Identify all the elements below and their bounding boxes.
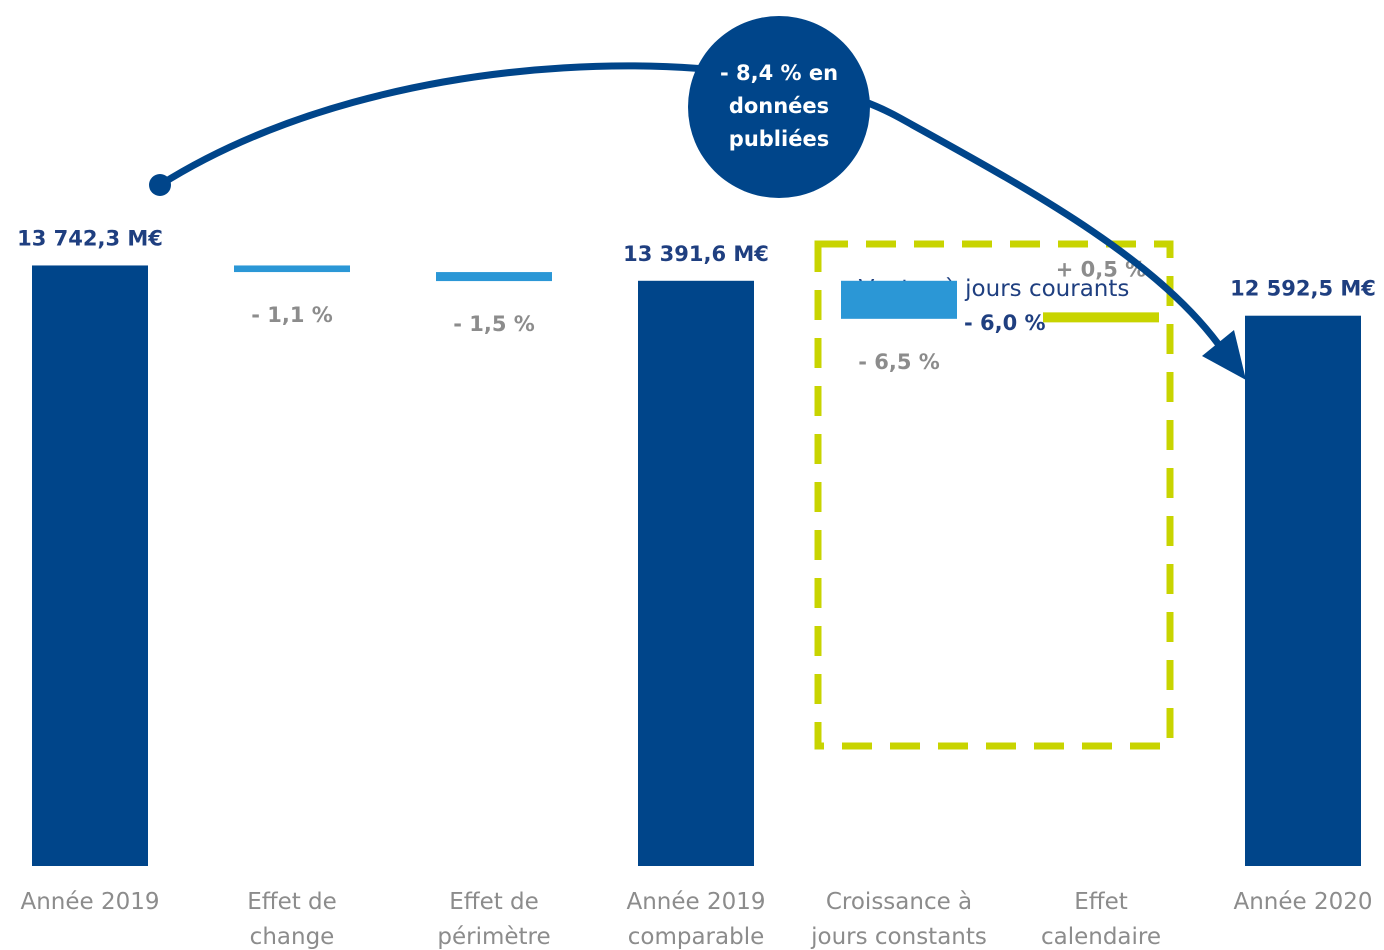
category-label-5-1: calendaire (1041, 924, 1161, 950)
arrowhead-icon (1202, 330, 1246, 380)
category-label-1-1: change (250, 924, 335, 950)
callout-line-3: publiées (729, 127, 829, 151)
category-label-2-1: périmètre (437, 924, 550, 950)
value-labels: 13 742,3 M€ - 1,1 % - 1,5 % 13 391,6 M€ - 6,… (17, 226, 1376, 373)
category-label-2-0: Effet de (449, 889, 539, 915)
callout-line-1: - 8,4 % en (720, 61, 838, 85)
category-label-5-0: Effet (1074, 889, 1128, 915)
bar-delta-2 (436, 272, 552, 282)
value-label-2: - 1,5 % (453, 312, 535, 336)
bar-delta-4 (841, 280, 957, 319)
value-label-0: 13 742,3 M€ (17, 226, 163, 250)
value-label-3: 13 391,6 M€ (623, 242, 769, 266)
value-label-4: - 6,5 % (858, 350, 940, 374)
jours-courants-box (814, 240, 1174, 750)
arrow-start-dot (149, 174, 171, 196)
category-label-4-0: Croissance à (826, 889, 972, 915)
bar-delta-1 (234, 265, 350, 273)
category-label-4-1: jours constants (810, 924, 987, 950)
bar-total-6 (1245, 315, 1361, 866)
category-label-3-1: comparable (628, 924, 765, 950)
category-label-6-0: Année 2020 (1233, 889, 1372, 915)
callout-circle (688, 16, 870, 198)
box-delta-label: - 6,0 % (964, 311, 1046, 335)
category-label-3-0: Année 2019 (626, 889, 765, 915)
bar-total-3 (638, 280, 754, 866)
category-label-0-0: Année 2019 (20, 889, 159, 915)
category-labels: Année 2019 Effet de change Effet de périmètr… (20, 889, 1372, 950)
callout-line-2: données (729, 94, 829, 118)
value-label-6: 12 592,5 M€ (1230, 277, 1376, 301)
category-label-1-0: Effet de (247, 889, 337, 915)
bar-delta-5 (1043, 312, 1159, 323)
bars (32, 265, 1361, 866)
value-label-1: - 1,1 % (251, 303, 333, 327)
bar-total-0 (32, 265, 148, 866)
